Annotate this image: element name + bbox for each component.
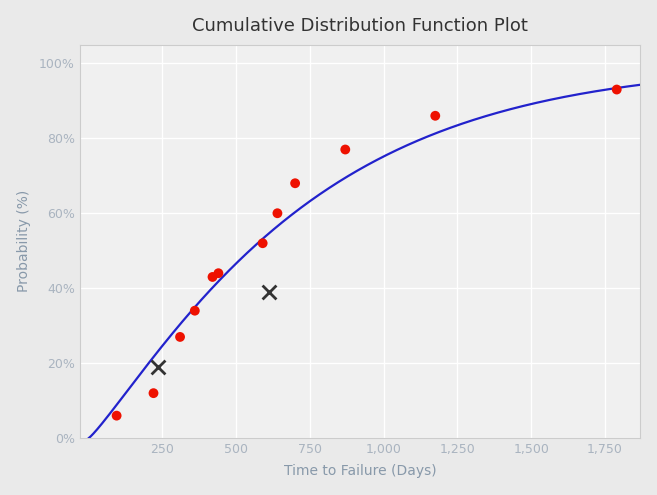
Point — [612, 86, 622, 94]
Point — [213, 269, 223, 277]
Point — [272, 209, 283, 217]
Point — [112, 412, 122, 420]
Title: Cumulative Distribution Function Plot: Cumulative Distribution Function Plot — [192, 17, 528, 35]
Point — [340, 146, 351, 153]
Point — [148, 389, 159, 397]
Point — [290, 179, 300, 187]
Point — [258, 239, 268, 247]
Point — [430, 112, 441, 120]
Point — [152, 363, 163, 371]
Point — [190, 307, 200, 315]
X-axis label: Time to Failure (Days): Time to Failure (Days) — [284, 464, 436, 478]
Point — [263, 288, 274, 296]
Point — [175, 333, 185, 341]
Point — [207, 273, 217, 281]
Y-axis label: Probability (%): Probability (%) — [16, 190, 31, 293]
